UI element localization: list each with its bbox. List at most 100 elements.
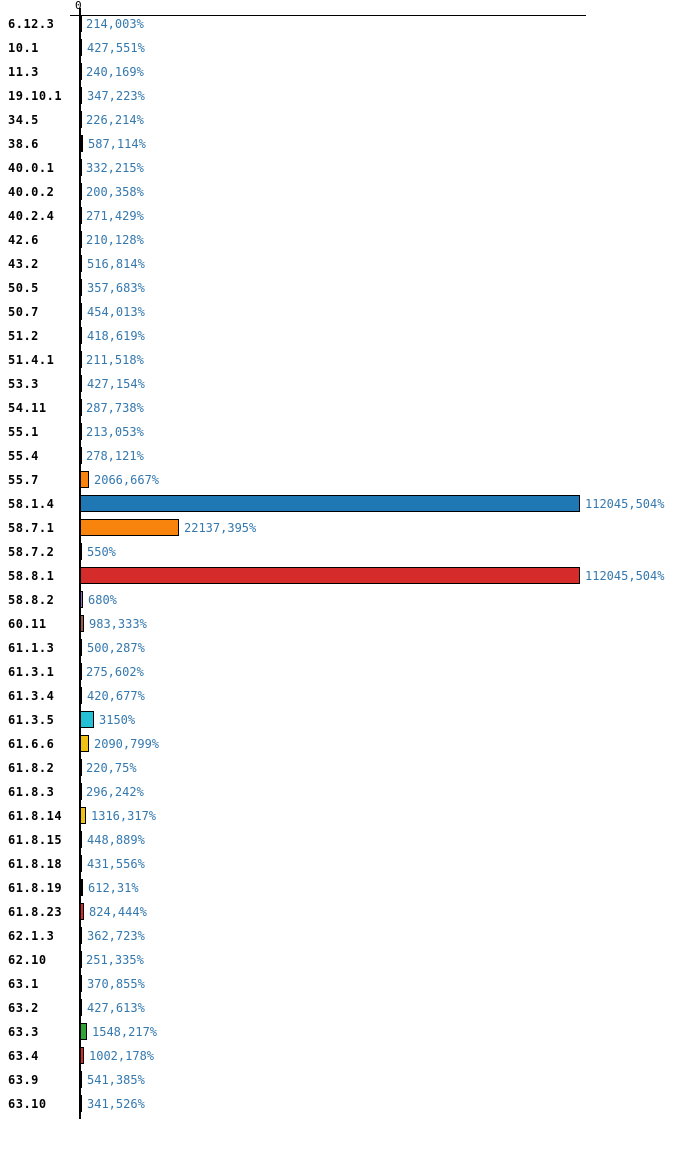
chart-row: 63.1 370,855% bbox=[0, 972, 700, 996]
chart-row: 55.1 213,053% bbox=[0, 420, 700, 444]
chart-row: 58.8.2 680% bbox=[0, 588, 700, 612]
category-label: 38.6 bbox=[8, 137, 39, 151]
value-bar bbox=[80, 351, 82, 368]
value-label: 3150% bbox=[99, 713, 136, 727]
category-label: 10.1 bbox=[8, 41, 39, 55]
chart-row: 63.10 341,526% bbox=[0, 1092, 700, 1116]
value-label: 357,683% bbox=[87, 281, 145, 295]
value-label: 347,223% bbox=[87, 89, 145, 103]
value-bar bbox=[80, 159, 82, 176]
value-label: 332,215% bbox=[86, 161, 144, 175]
chart-row: 61.8.3 296,242% bbox=[0, 780, 700, 804]
value-bar bbox=[80, 519, 179, 536]
value-label: 200,358% bbox=[86, 185, 144, 199]
category-label: 61.8.15 bbox=[8, 833, 63, 847]
value-bar bbox=[80, 567, 580, 584]
value-bar bbox=[80, 999, 82, 1016]
category-label: 61.3.1 bbox=[8, 665, 55, 679]
chart-row: 63.4 1002,178% bbox=[0, 1044, 700, 1068]
value-label: 226,214% bbox=[86, 113, 144, 127]
value-label: 418,619% bbox=[87, 329, 145, 343]
value-bar bbox=[80, 543, 82, 560]
value-label: 612,31% bbox=[88, 881, 139, 895]
chart-row: 19.10.1 347,223% bbox=[0, 84, 700, 108]
chart-row: 55.7 2066,667% bbox=[0, 468, 700, 492]
value-bar bbox=[80, 207, 82, 224]
y-axis-line bbox=[79, 8, 81, 1119]
value-label: 427,613% bbox=[87, 1001, 145, 1015]
chart-row: 50.7 454,013% bbox=[0, 300, 700, 324]
chart-row: 62.1.3 362,723% bbox=[0, 924, 700, 948]
value-label: 1002,178% bbox=[89, 1049, 155, 1063]
value-label: 427,154% bbox=[87, 377, 145, 391]
value-label: 2066,667% bbox=[94, 473, 160, 487]
value-bar bbox=[80, 231, 82, 248]
value-bar bbox=[80, 639, 82, 656]
category-label: 40.2.4 bbox=[8, 209, 55, 223]
value-label: 454,013% bbox=[87, 305, 145, 319]
category-label: 55.1 bbox=[8, 425, 39, 439]
category-label: 61.6.6 bbox=[8, 737, 55, 751]
chart-row: 61.3.5 3150% bbox=[0, 708, 700, 732]
value-label: 1316,317% bbox=[91, 809, 157, 823]
category-label: 61.8.23 bbox=[8, 905, 63, 919]
chart-row: 61.8.15 448,889% bbox=[0, 828, 700, 852]
chart-row: 38.6 587,114% bbox=[0, 132, 700, 156]
chart-row: 61.6.6 2090,799% bbox=[0, 732, 700, 756]
value-bar bbox=[80, 375, 82, 392]
chart-row: 43.2 516,814% bbox=[0, 252, 700, 276]
value-bar bbox=[80, 303, 82, 320]
value-label: 2090,799% bbox=[94, 737, 160, 751]
value-label: 275,602% bbox=[86, 665, 144, 679]
value-label: 516,814% bbox=[87, 257, 145, 271]
value-label: 220,75% bbox=[86, 761, 137, 775]
chart-row: 34.5 226,214% bbox=[0, 108, 700, 132]
category-label: 58.7.1 bbox=[8, 521, 55, 535]
category-label: 61.3.5 bbox=[8, 713, 55, 727]
category-label: 61.8.19 bbox=[8, 881, 63, 895]
chart-row: 63.3 1548,217% bbox=[0, 1020, 700, 1044]
value-label: 587,114% bbox=[88, 137, 146, 151]
value-bar bbox=[80, 735, 89, 752]
value-bar bbox=[80, 591, 83, 608]
chart-row: 58.7.2 550% bbox=[0, 540, 700, 564]
chart-row: 61.1.3 500,287% bbox=[0, 636, 700, 660]
chart-row: 55.4 278,121% bbox=[0, 444, 700, 468]
value-bar bbox=[80, 399, 82, 416]
category-label: 50.7 bbox=[8, 305, 39, 319]
category-label: 62.1.3 bbox=[8, 929, 55, 943]
chart-row: 60.11 983,333% bbox=[0, 612, 700, 636]
value-bar bbox=[80, 327, 82, 344]
category-label: 51.2 bbox=[8, 329, 39, 343]
chart-row: 61.3.4 420,677% bbox=[0, 684, 700, 708]
chart-row: 61.8.23 824,444% bbox=[0, 900, 700, 924]
chart-row: 40.0.2 200,358% bbox=[0, 180, 700, 204]
value-label: 213,053% bbox=[86, 425, 144, 439]
chart-row: 51.2 418,619% bbox=[0, 324, 700, 348]
category-label: 53.3 bbox=[8, 377, 39, 391]
chart-row: 53.3 427,154% bbox=[0, 372, 700, 396]
chart-row: 63.2 427,613% bbox=[0, 996, 700, 1020]
category-label: 50.5 bbox=[8, 281, 39, 295]
chart-row: 58.7.1 22137,395% bbox=[0, 516, 700, 540]
chart-row: 51.4.1 211,518% bbox=[0, 348, 700, 372]
value-label: 427,551% bbox=[87, 41, 145, 55]
category-label: 34.5 bbox=[8, 113, 39, 127]
value-label: 448,889% bbox=[87, 833, 145, 847]
category-label: 60.11 bbox=[8, 617, 47, 631]
value-bar bbox=[80, 951, 82, 968]
value-label: 541,385% bbox=[87, 1073, 145, 1087]
value-bar bbox=[80, 1095, 82, 1112]
value-label: 251,335% bbox=[86, 953, 144, 967]
category-label: 58.8.2 bbox=[8, 593, 55, 607]
category-label: 58.1.4 bbox=[8, 497, 55, 511]
value-label: 214,003% bbox=[86, 17, 144, 31]
chart-row: 61.8.18 431,556% bbox=[0, 852, 700, 876]
value-label: 240,169% bbox=[86, 65, 144, 79]
category-label: 58.8.1 bbox=[8, 569, 55, 583]
chart-row: 11.3 240,169% bbox=[0, 60, 700, 84]
category-label: 61.8.2 bbox=[8, 761, 55, 775]
value-label: 22137,395% bbox=[184, 521, 257, 535]
chart-row: 50.5 357,683% bbox=[0, 276, 700, 300]
category-label: 51.4.1 bbox=[8, 353, 55, 367]
